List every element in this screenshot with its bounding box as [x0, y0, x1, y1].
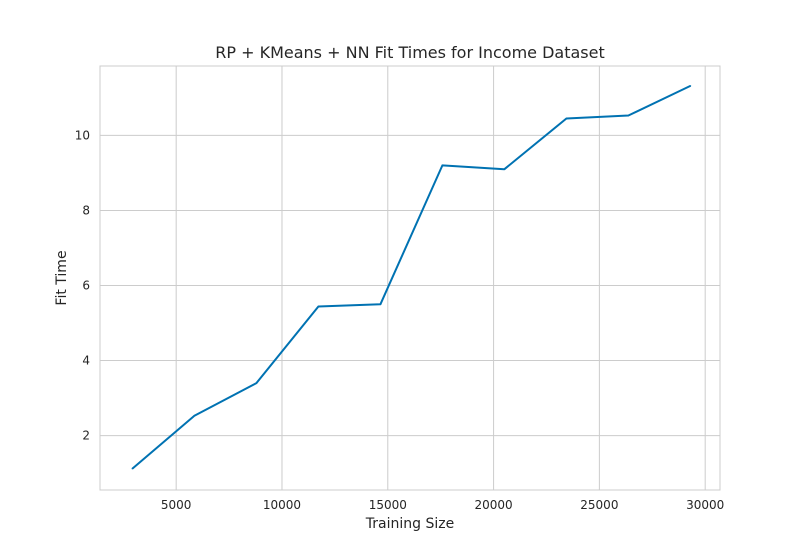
- gridlines: [100, 66, 720, 490]
- x-tick-label: 15000: [369, 498, 407, 512]
- data-point: [441, 164, 444, 167]
- data-point: [689, 85, 692, 87]
- x-tick-label: 10000: [263, 498, 301, 512]
- series-line: [131, 84, 691, 470]
- data-point: [317, 305, 320, 308]
- y-tick-label: 10: [75, 128, 90, 142]
- x-tick-label: 20000: [474, 498, 512, 512]
- data-point: [255, 382, 258, 384]
- data-point: [565, 117, 568, 120]
- data-point: [379, 303, 382, 306]
- y-axis-label: Fit Time: [54, 250, 70, 305]
- plot-area: [99, 65, 721, 491]
- x-tick-label: 25000: [580, 498, 618, 512]
- x-tick-label: 5000: [161, 498, 192, 512]
- x-tick-label: 30000: [686, 498, 724, 512]
- data-point: [503, 168, 506, 170]
- series-layer: [131, 84, 692, 470]
- y-tick-label: 8: [82, 203, 90, 217]
- chart-title: RP + KMeans + NN Fit Times for Income Da…: [215, 43, 605, 62]
- y-tick-label: 2: [82, 429, 90, 443]
- data-point: [131, 467, 134, 470]
- data-point: [627, 114, 630, 117]
- tick-labels: 5000 10000 15000 20000 25000 30000 2 4 6 8 10: [75, 128, 725, 512]
- x-axis-label: Training Size: [365, 516, 454, 532]
- data-point: [193, 414, 196, 417]
- y-tick-label: 6: [82, 279, 90, 293]
- y-tick-label: 4: [82, 354, 90, 368]
